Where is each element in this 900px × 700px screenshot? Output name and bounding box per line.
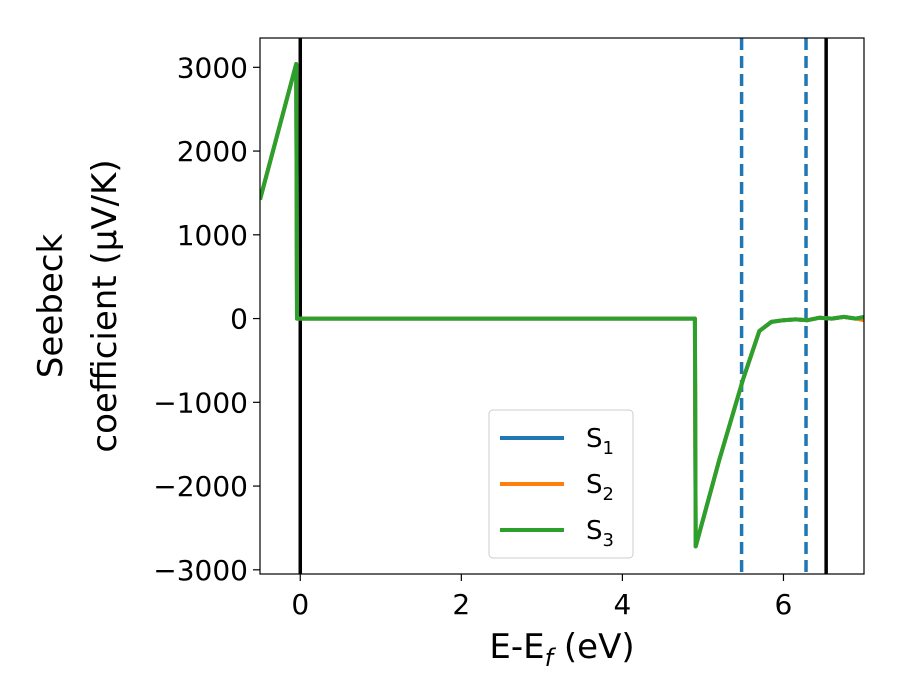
y-tick-label: −3000 — [153, 554, 248, 587]
x-axis-label: E-Ef (eV) — [489, 627, 634, 672]
x-tick-label: 6 — [775, 588, 793, 621]
y-tick-label: 3000 — [177, 51, 248, 84]
x-tick-label: 2 — [452, 588, 470, 621]
y-tick-label: −1000 — [153, 386, 248, 419]
y-tick-label: −2000 — [153, 470, 248, 503]
x-tick-label: 4 — [613, 588, 631, 621]
series-lines — [260, 62, 864, 549]
y-tick-label: 0 — [230, 303, 248, 336]
x-axis-ticks: 0 2 4 6 — [291, 574, 792, 621]
y-tick-label: 2000 — [177, 135, 248, 168]
y-axis-label: Seebeck coefficient (μV/K) — [31, 159, 125, 452]
vertical-lines — [298, 38, 828, 574]
legend: S1 S2 S3 — [488, 409, 634, 559]
y-axis-label-line2: coefficient (μV/K) — [85, 159, 125, 452]
y-axis-label-line1: Seebeck — [31, 234, 71, 379]
plot-frame — [259, 37, 865, 575]
legend-label-s2: S2 — [586, 470, 614, 505]
legend-label-s3: S3 — [586, 516, 614, 551]
series-line-s3 — [260, 62, 864, 549]
y-axis-ticks: −3000 −2000 −1000 0 1000 2000 3000 — [153, 51, 260, 587]
x-tick-label: 0 — [291, 588, 309, 621]
y-tick-label: 1000 — [177, 219, 248, 252]
legend-label-s1: S1 — [586, 424, 614, 459]
